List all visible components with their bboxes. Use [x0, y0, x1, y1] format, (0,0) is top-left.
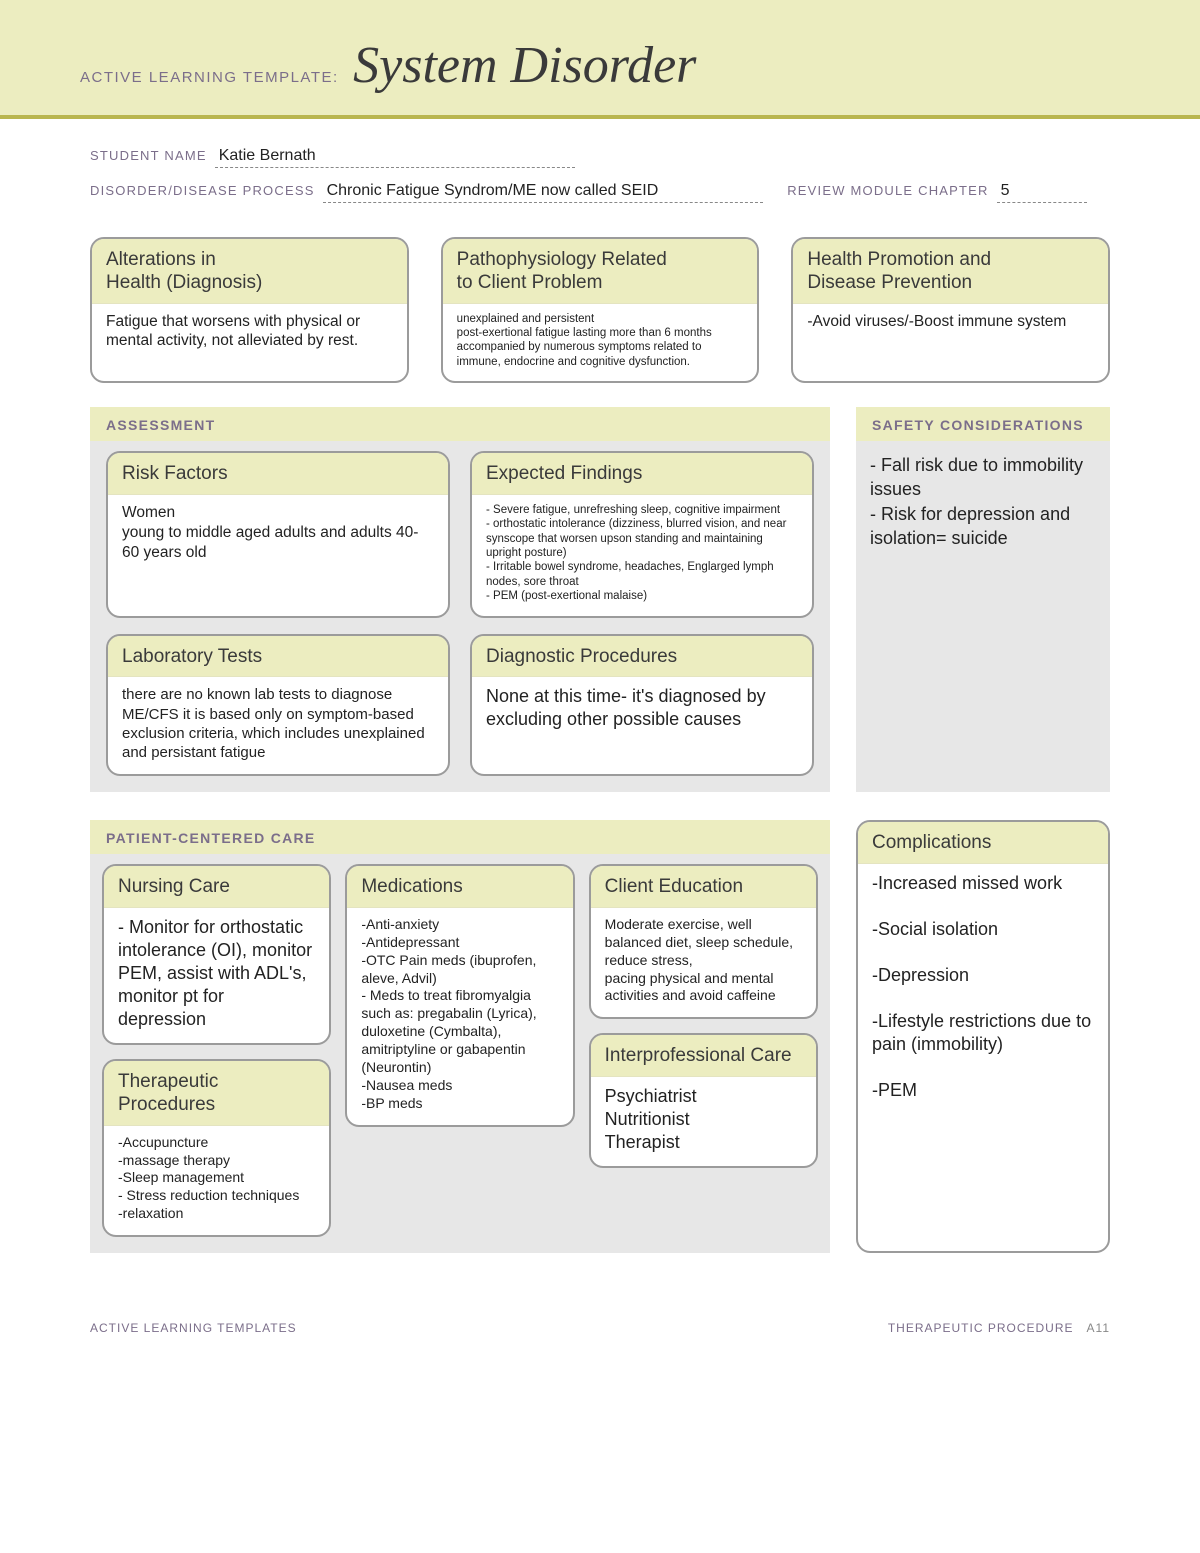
footer: ACTIVE LEARNING TEMPLATES THERAPEUTIC PR… [0, 1281, 1200, 1375]
inter-card: Interprofessional Care Psychiatrist Nutr… [589, 1033, 818, 1168]
expected-card: Expected Findings - Severe fatigue, unre… [470, 451, 814, 617]
assessment-row2: Laboratory Tests there are no known lab … [90, 624, 830, 777]
complications-body: -Increased missed work -Social isolation… [858, 864, 1108, 1251]
promotion-card: Health Promotion and Disease Prevention … [791, 237, 1110, 383]
education-title: Client Education [591, 866, 816, 908]
alterations-card: Alterations in Health (Diagnosis) Fatigu… [90, 237, 409, 383]
chapter-value: 5 [997, 182, 1087, 203]
complications-card: Complications -Increased missed work -So… [856, 820, 1110, 1253]
pcc-col3: Client Education Moderate exercise, well… [589, 864, 818, 1168]
expected-title: Expected Findings [472, 453, 812, 495]
footer-right: THERAPEUTIC PROCEDURE A11 [888, 1321, 1110, 1335]
alterations-title: Alterations in Health (Diagnosis) [92, 239, 407, 304]
lab-body: there are no known lab tests to diagnose… [108, 677, 448, 774]
inter-title: Interprofessional Care [591, 1035, 816, 1077]
meta-block: STUDENT NAME Katie Bernath DISORDER/DISE… [0, 119, 1200, 227]
top-row: Alterations in Health (Diagnosis) Fatigu… [0, 227, 1200, 407]
education-card: Client Education Moderate exercise, well… [589, 864, 818, 1019]
education-body: Moderate exercise, well balanced diet, s… [591, 908, 816, 1018]
therapeutic-title: Therapeutic Procedures [104, 1061, 329, 1126]
therapeutic-card: Therapeutic Procedures -Accupuncture -ma… [102, 1059, 331, 1237]
risk-title: Risk Factors [108, 453, 448, 495]
chapter-label: REVIEW MODULE CHAPTER [787, 183, 988, 198]
assessment-wrap: ASSESSMENT Risk Factors Women young to m… [0, 407, 1200, 792]
alterations-body: Fatigue that worsens with physical or me… [92, 304, 407, 382]
pcc-col2: Medications -Anti-anxiety -Antidepressan… [345, 864, 574, 1127]
assessment-row1: Risk Factors Women young to middle aged … [90, 441, 830, 617]
pcc-col1: Nursing Care - Monitor for orthostatic i… [102, 864, 331, 1237]
student-row: STUDENT NAME Katie Bernath [90, 147, 1110, 168]
assessment-section: ASSESSMENT Risk Factors Women young to m… [90, 407, 830, 792]
therapeutic-body: -Accupuncture -massage therapy -Sleep ma… [104, 1126, 329, 1236]
complications-section: Complications -Increased missed work -So… [856, 820, 1110, 1253]
diag-body: None at this time- it's diagnosed by exc… [472, 677, 812, 774]
risk-card: Risk Factors Women young to middle aged … [106, 451, 450, 617]
patho-card: Pathophysiology Related to Client Proble… [441, 237, 760, 383]
promotion-body: -Avoid viruses/-Boost immune system [793, 304, 1108, 382]
pcc-grid: Nursing Care - Monitor for orthostatic i… [90, 854, 830, 1237]
footer-page: A11 [1087, 1321, 1110, 1335]
promotion-title: Health Promotion and Disease Prevention [793, 239, 1108, 304]
template-prefix: ACTIVE LEARNING TEMPLATE: [80, 69, 339, 86]
page: ACTIVE LEARNING TEMPLATE: System Disorde… [0, 0, 1200, 1375]
lab-title: Laboratory Tests [108, 636, 448, 678]
footer-left: ACTIVE LEARNING TEMPLATES [90, 1321, 297, 1335]
top-banner: ACTIVE LEARNING TEMPLATE: System Disorde… [0, 0, 1200, 119]
complications-title: Complications [858, 822, 1108, 864]
student-name-label: STUDENT NAME [90, 148, 207, 163]
meds-card: Medications -Anti-anxiety -Antidepressan… [345, 864, 574, 1127]
student-name-value: Katie Bernath [215, 147, 575, 168]
pcc-heading: PATIENT-CENTERED CARE [90, 820, 830, 854]
lab-card: Laboratory Tests there are no known lab … [106, 634, 450, 777]
assessment-heading: ASSESSMENT [90, 407, 830, 441]
diag-card: Diagnostic Procedures None at this time-… [470, 634, 814, 777]
nursing-title: Nursing Care [104, 866, 329, 908]
nursing-card: Nursing Care - Monitor for orthostatic i… [102, 864, 331, 1045]
meds-body: -Anti-anxiety -Antidepressant -OTC Pain … [347, 908, 572, 1125]
nursing-body: - Monitor for orthostatic intolerance (O… [104, 908, 329, 1043]
safety-section: SAFETY CONSIDERATIONS - Fall risk due to… [856, 407, 1110, 792]
disorder-row: DISORDER/DISEASE PROCESS Chronic Fatigue… [90, 182, 1110, 203]
pcc-section: PATIENT-CENTERED CARE Nursing Care - Mon… [90, 820, 830, 1253]
disorder-label: DISORDER/DISEASE PROCESS [90, 183, 315, 198]
expected-body: - Severe fatigue, unrefreshing sleep, co… [472, 495, 812, 616]
meds-title: Medications [347, 866, 572, 908]
risk-body: Women young to middle aged adults and ad… [108, 495, 448, 616]
patho-title: Pathophysiology Related to Client Proble… [443, 239, 758, 304]
page-title: System Disorder [353, 37, 696, 94]
pcc-wrap: PATIENT-CENTERED CARE Nursing Care - Mon… [0, 820, 1200, 1253]
disorder-value: Chronic Fatigue Syndrom/ME now called SE… [323, 182, 764, 203]
diag-title: Diagnostic Procedures [472, 636, 812, 678]
inter-body: Psychiatrist Nutritionist Therapist [591, 1077, 816, 1166]
footer-right-label: THERAPEUTIC PROCEDURE [888, 1321, 1074, 1335]
safety-body: - Fall risk due to immobility issues - R… [856, 441, 1110, 792]
patho-body: unexplained and persistent post-exertion… [443, 304, 758, 382]
safety-heading: SAFETY CONSIDERATIONS [856, 407, 1110, 441]
